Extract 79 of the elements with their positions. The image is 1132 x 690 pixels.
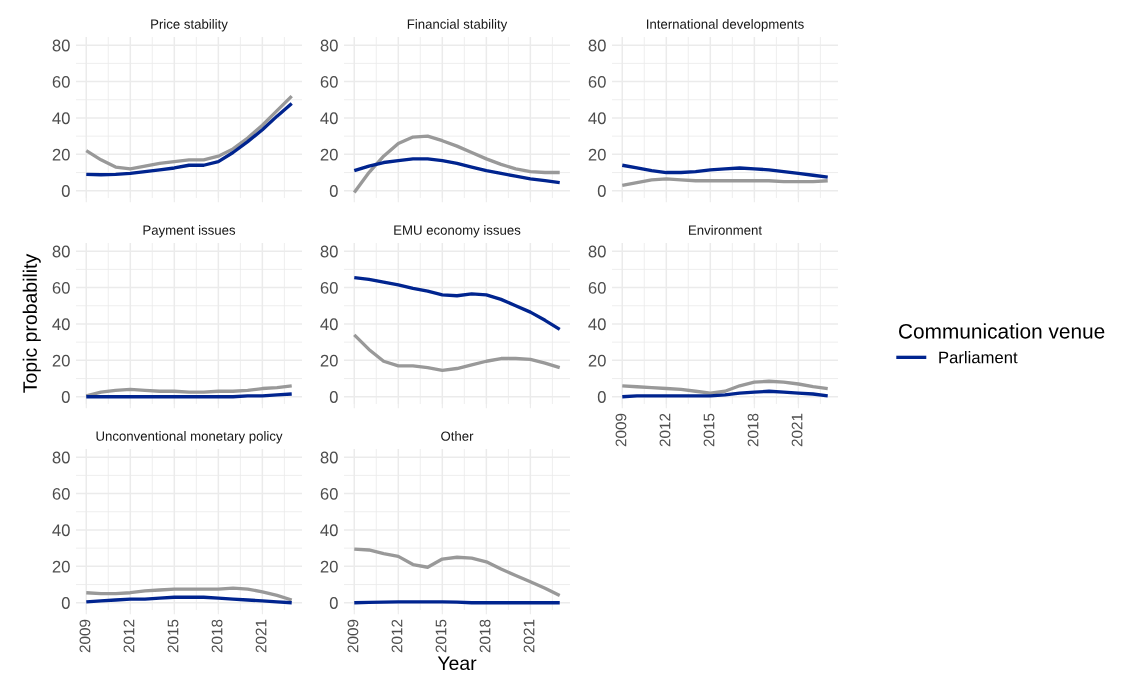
y-tick-label: 40 [52, 318, 70, 331]
chart-title: Price stability [151, 19, 228, 32]
line-series [352, 275, 562, 332]
x-tick-label: 2009 [347, 619, 359, 653]
chart-title: Environment [689, 225, 762, 235]
line-series [352, 333, 562, 373]
chart-title: Unconventional monetary policy [96, 431, 283, 444]
y-tick-label: 20 [52, 148, 70, 161]
y-tick-label: 0 [329, 391, 338, 403]
legend-label: Parliament [939, 351, 1018, 364]
line-series [620, 177, 830, 187]
x-tick-label: 2021 [523, 619, 535, 653]
y-tick-label: 0 [61, 391, 70, 403]
y-tick-label: 60 [52, 75, 70, 88]
x-tick-label: 2009 [79, 619, 91, 653]
y-tick-label: 40 [52, 112, 70, 125]
line-series [620, 163, 830, 179]
y-tick-label: 20 [52, 354, 70, 367]
x-tick-label: 2018 [747, 413, 759, 447]
y-tick-label: 80 [52, 451, 70, 464]
x-tick-label: 2015 [703, 413, 715, 447]
chart-title: Payment issues [143, 225, 236, 238]
y-tick-label: 40 [320, 524, 338, 537]
y-tick-label: 0 [597, 185, 606, 197]
y-tick-label: 40 [320, 112, 338, 125]
y-tick-label: 20 [320, 354, 338, 367]
line-series [352, 547, 562, 598]
y-tick-label: 60 [588, 75, 606, 88]
y-tick-label: 40 [52, 524, 70, 537]
y-tick-label: 0 [329, 185, 338, 197]
y-axis-title: Topic probability [22, 253, 41, 393]
legend-title: Communication venue [899, 323, 1105, 339]
line-series [84, 384, 294, 398]
x-tick-label: 2021 [791, 413, 803, 447]
x-axis-title: Year [437, 656, 477, 671]
y-tick-label: 80 [588, 39, 606, 52]
y-tick-label: 80 [320, 245, 338, 258]
x-tick-label: 2012 [391, 619, 403, 653]
y-tick-label: 80 [52, 39, 70, 52]
y-tick-label: 20 [588, 354, 606, 367]
y-tick-label: 20 [320, 148, 338, 161]
y-tick-label: 80 [320, 39, 338, 52]
x-tick-label: 2018 [211, 619, 223, 653]
x-tick-label: 2012 [123, 619, 135, 653]
y-tick-label: 60 [320, 487, 338, 500]
x-tick-label: 2018 [479, 619, 491, 653]
x-tick-label: 2009 [615, 413, 627, 447]
y-tick-label: 0 [61, 185, 70, 197]
chart-title: EMU economy issues [394, 225, 521, 238]
y-tick-label: 0 [61, 597, 70, 609]
y-tick-label: 20 [588, 148, 606, 161]
line-series [620, 379, 830, 395]
y-tick-label: 20 [52, 560, 70, 573]
x-tick-label: 2021 [255, 619, 267, 653]
x-tick-label: 2012 [659, 413, 671, 447]
y-tick-label: 20 [320, 560, 338, 573]
line-series [352, 134, 562, 195]
y-tick-label: 40 [588, 112, 606, 125]
y-tick-label: 80 [52, 245, 70, 258]
y-tick-label: 40 [588, 318, 606, 331]
x-tick-label: 2015 [435, 619, 447, 653]
line-series [84, 94, 294, 171]
line-series [352, 157, 562, 185]
y-tick-label: 0 [329, 597, 338, 609]
x-tick-label: 2015 [167, 619, 179, 653]
y-tick-label: 60 [320, 75, 338, 88]
y-tick-label: 60 [588, 281, 606, 294]
y-tick-label: 60 [52, 281, 70, 294]
chart-title: Financial stability [407, 19, 508, 32]
y-tick-label: 60 [320, 281, 338, 294]
chart-title: Other [441, 431, 474, 441]
y-tick-label: 40 [320, 318, 338, 331]
y-tick-label: 80 [588, 245, 606, 258]
line-series [84, 101, 294, 177]
y-tick-label: 80 [320, 451, 338, 464]
y-tick-label: 0 [597, 391, 606, 403]
line-series [84, 586, 294, 602]
chart-title: International developments [647, 19, 804, 32]
y-tick-label: 60 [52, 487, 70, 500]
